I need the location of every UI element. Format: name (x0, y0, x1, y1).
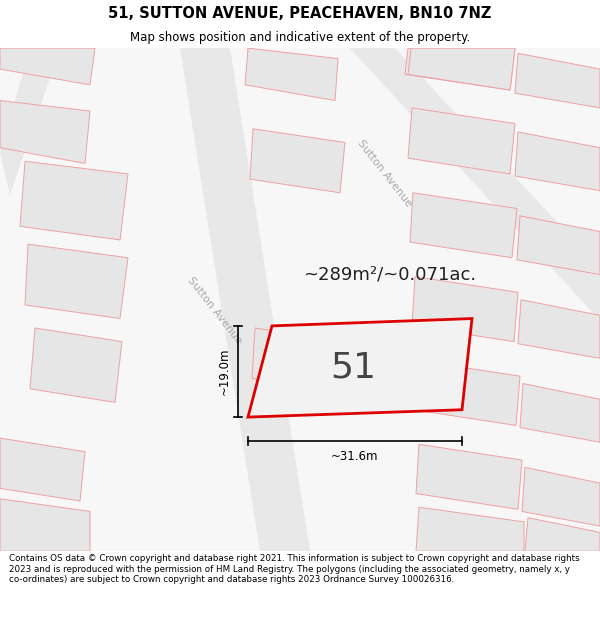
Text: Contains OS data © Crown copyright and database right 2021. This information is : Contains OS data © Crown copyright and d… (9, 554, 580, 584)
Polygon shape (412, 277, 518, 342)
Polygon shape (0, 499, 90, 551)
Polygon shape (525, 518, 600, 551)
Polygon shape (405, 48, 515, 90)
Text: Sutton Avenue: Sutton Avenue (186, 275, 244, 346)
Text: ~289m²/~0.071ac.: ~289m²/~0.071ac. (304, 266, 476, 284)
Polygon shape (416, 508, 524, 551)
Polygon shape (408, 48, 515, 90)
Polygon shape (350, 48, 600, 321)
Polygon shape (30, 328, 122, 402)
Polygon shape (408, 108, 515, 174)
Text: Map shows position and indicative extent of the property.: Map shows position and indicative extent… (130, 31, 470, 44)
Polygon shape (180, 48, 310, 551)
Polygon shape (0, 438, 85, 501)
Text: Sutton Avenue: Sutton Avenue (356, 139, 414, 209)
Polygon shape (25, 244, 128, 319)
Text: ~19.0m: ~19.0m (218, 348, 231, 395)
Polygon shape (522, 468, 600, 526)
Polygon shape (518, 299, 600, 358)
Polygon shape (515, 53, 600, 108)
Text: 51: 51 (331, 351, 377, 385)
Polygon shape (414, 361, 520, 426)
Polygon shape (416, 444, 522, 509)
Polygon shape (0, 48, 60, 195)
Text: 51, SUTTON AVENUE, PEACEHAVEN, BN10 7NZ: 51, SUTTON AVENUE, PEACEHAVEN, BN10 7NZ (109, 6, 491, 21)
Polygon shape (520, 384, 600, 442)
Polygon shape (245, 48, 338, 101)
Polygon shape (0, 48, 95, 85)
Polygon shape (410, 192, 517, 258)
Polygon shape (0, 48, 600, 551)
Polygon shape (0, 101, 90, 163)
Polygon shape (515, 132, 600, 191)
Polygon shape (250, 129, 345, 192)
Polygon shape (517, 216, 600, 274)
Text: ~31.6m: ~31.6m (331, 449, 379, 462)
Polygon shape (20, 161, 128, 240)
Polygon shape (248, 319, 472, 417)
Polygon shape (252, 328, 345, 392)
